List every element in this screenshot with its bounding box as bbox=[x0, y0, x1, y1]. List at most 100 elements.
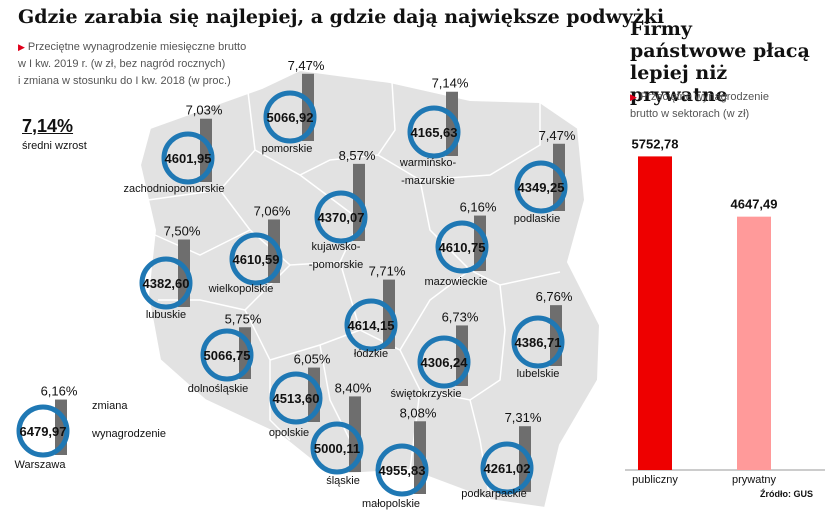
change-bar bbox=[308, 367, 320, 422]
map-subtitle-1: ▶ Przeciętne wynagrodzenie miesięczne bru… bbox=[18, 41, 247, 53]
region-name: podkarpackie bbox=[461, 488, 526, 500]
change-label: 7,71% bbox=[369, 264, 406, 279]
region-name: wielkopolskie bbox=[208, 283, 274, 295]
border-9 bbox=[244, 309, 291, 441]
change-label: 6,05% bbox=[294, 352, 331, 367]
salary-label: 4955,83 bbox=[379, 463, 426, 478]
change-label: 8,08% bbox=[400, 405, 437, 420]
region-name: śląskie bbox=[326, 475, 360, 487]
salary-label: 4601,95 bbox=[165, 151, 212, 166]
change-bar bbox=[178, 239, 190, 307]
change-label: 7,50% bbox=[164, 224, 201, 239]
salary-ring bbox=[269, 371, 323, 425]
change-bar bbox=[353, 163, 365, 241]
change-bar bbox=[553, 143, 565, 211]
salary-ring bbox=[480, 441, 534, 495]
source-label: Źródło: GUS bbox=[760, 489, 813, 499]
salary-label: 4610,59 bbox=[233, 252, 280, 267]
red-triangle-icon: ▶ bbox=[18, 42, 25, 52]
change-bar bbox=[239, 327, 251, 379]
poland-outline bbox=[138, 68, 602, 510]
change-bar bbox=[268, 219, 280, 283]
salary-ring bbox=[435, 220, 489, 274]
salary-ring bbox=[16, 404, 70, 458]
change-bar bbox=[550, 305, 562, 366]
region-name: małopolskie bbox=[362, 498, 420, 510]
change-bar bbox=[302, 73, 314, 141]
salary-ring bbox=[417, 335, 471, 389]
salary-label: 5000,11 bbox=[314, 441, 360, 456]
sector-bar bbox=[737, 216, 771, 470]
region-name: Warszawa bbox=[15, 459, 67, 471]
region-name: podlaskie bbox=[514, 213, 560, 225]
change-bar bbox=[414, 421, 426, 494]
sector-bar bbox=[638, 156, 672, 470]
change-label: 6,76% bbox=[536, 289, 573, 304]
sector-value-label: 5752,78 bbox=[632, 136, 679, 151]
sector-category-label: publiczny bbox=[632, 474, 678, 486]
change-label: 8,40% bbox=[335, 380, 372, 395]
side-subtitle-2: brutto w sektorach (w zł) bbox=[630, 108, 750, 120]
change-bar bbox=[55, 399, 67, 455]
salary-label: 4261,02 bbox=[484, 461, 531, 476]
change-label: 7,31% bbox=[505, 410, 542, 425]
map-title: Gdzie zarabia się najlepiej, a gdzie daj… bbox=[18, 6, 665, 28]
region-name: łódzkie bbox=[354, 348, 388, 360]
change-bar bbox=[474, 215, 486, 271]
border-1 bbox=[147, 91, 256, 201]
salary-ring bbox=[263, 90, 317, 144]
border-10 bbox=[269, 329, 361, 361]
side-title: Firmy państwowe płacą lepiej niż prywatn… bbox=[630, 18, 810, 106]
salary-ring bbox=[514, 160, 568, 214]
salary-label: 4165,63 bbox=[411, 125, 458, 140]
change-label: 7,03% bbox=[186, 103, 223, 118]
border-12 bbox=[399, 284, 506, 401]
average-value: 7,14% bbox=[22, 116, 74, 136]
change-label: 6,16% bbox=[460, 200, 497, 215]
legend-change-label: zmiana bbox=[92, 400, 128, 412]
salary-label: 4614,15 bbox=[348, 318, 395, 333]
region-name: pomorskie bbox=[262, 143, 313, 155]
poland-map bbox=[138, 68, 602, 510]
border-8 bbox=[339, 261, 471, 351]
border-4 bbox=[419, 179, 561, 286]
salary-ring bbox=[344, 298, 398, 352]
salary-label: 4382,60 bbox=[143, 276, 190, 291]
change-label: 6,16% bbox=[41, 384, 78, 399]
sector-chart: 5752,78 publiczny 4647,49 prywatny bbox=[625, 136, 825, 486]
change-bar bbox=[200, 118, 212, 182]
average-label: średni wzrost bbox=[22, 140, 87, 152]
border-6 bbox=[154, 229, 251, 256]
region-name: -mazurskie bbox=[401, 175, 455, 187]
border-11 bbox=[319, 344, 361, 471]
change-label: 7,06% bbox=[254, 203, 291, 218]
change-label: 5,75% bbox=[225, 311, 262, 326]
change-label: 7,14% bbox=[432, 76, 469, 91]
salary-ring bbox=[229, 232, 283, 286]
salary-ring bbox=[511, 315, 565, 369]
change-bar bbox=[456, 325, 468, 386]
change-bar bbox=[519, 426, 531, 492]
map-subtitle-2: w I kw. 2019 r. (w zł, bez nagród roczny… bbox=[18, 58, 226, 70]
salary-label: 4370,07 bbox=[318, 210, 365, 225]
border-3 bbox=[377, 102, 541, 181]
salary-label: 5066,92 bbox=[267, 110, 314, 125]
salary-ring bbox=[200, 328, 254, 382]
border-14 bbox=[469, 399, 491, 501]
salary-ring bbox=[161, 131, 215, 185]
region-name: świętokrzyskie bbox=[391, 388, 462, 400]
region-name: lubelskie bbox=[517, 368, 560, 380]
region-markers: 6,16% 6479,97 Warszawa 7,03% 4601,95 zachodni… bbox=[15, 58, 576, 510]
change-bar bbox=[446, 91, 458, 156]
salary-ring bbox=[310, 421, 364, 475]
salary-label: 5066,75 bbox=[204, 348, 251, 363]
change-label: 7,47% bbox=[539, 128, 576, 143]
change-bar bbox=[349, 396, 361, 472]
salary-label: 4610,75 bbox=[439, 240, 486, 255]
salary-label: 4386,71 bbox=[515, 335, 562, 350]
change-label: 7,47% bbox=[288, 58, 325, 73]
legend-salary-label: wynagrodzenie bbox=[92, 428, 166, 440]
change-label: 6,73% bbox=[442, 309, 479, 324]
region-name: warmińsko- bbox=[399, 157, 457, 169]
region-name: kujawsko- bbox=[312, 241, 361, 253]
